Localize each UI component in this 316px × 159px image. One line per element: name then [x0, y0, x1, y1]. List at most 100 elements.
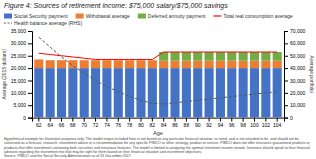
- bar: [34, 59, 43, 60]
- tick-label: 104: [273, 122, 282, 128]
- x-axis-title: Age: [153, 130, 163, 136]
- bar: [57, 68, 66, 117]
- bar: [159, 52, 168, 61]
- tick-label: 78: [127, 122, 133, 128]
- tick: 86: [172, 118, 178, 129]
- tick-mark: [254, 118, 255, 122]
- tick-label: 10,000: [290, 102, 306, 108]
- y-axis-title: Average (2015 dollars): [1, 49, 7, 100]
- tick-label: 76: [115, 122, 121, 128]
- tick: 74: [104, 118, 110, 129]
- tick-mark: [129, 118, 130, 122]
- tick-mark: [284, 80, 288, 81]
- tick: 30,000: [284, 78, 306, 84]
- tick: 78: [127, 118, 133, 129]
- bar: [170, 61, 179, 68]
- tick: 70,000: [284, 28, 306, 34]
- tick-label: 80: [138, 122, 144, 128]
- bar: [227, 52, 236, 61]
- legend-label: Health balance average (RHS): [14, 20, 82, 26]
- tick-mark: [106, 118, 107, 122]
- tick: 0: [23, 115, 32, 121]
- tick-mark: [72, 118, 73, 122]
- tick: 88: [184, 118, 190, 129]
- tick: 35,000: [11, 28, 32, 34]
- bar: [261, 61, 270, 68]
- tick: 64: [47, 118, 53, 129]
- tick: 100: [250, 118, 259, 129]
- tick-mark: [163, 118, 164, 122]
- legend-item: Deferred annuity payment: [138, 13, 206, 19]
- bar: [227, 61, 236, 68]
- x-axis: 6264666870727476788082848688909294969810…: [33, 118, 285, 129]
- tick-label: 30,000: [11, 40, 27, 46]
- tick-mark: [28, 105, 32, 106]
- tick-label: 86: [172, 122, 178, 128]
- bar: [34, 59, 43, 68]
- tick-label: 35,000: [11, 28, 27, 34]
- tick-mark: [277, 118, 278, 122]
- tick-label: 88: [184, 122, 190, 128]
- tick: 66: [59, 118, 65, 129]
- legend-swatch: [4, 22, 12, 23]
- legend-label: Withdrawal average: [86, 13, 130, 19]
- tick-label: 0: [290, 115, 293, 121]
- bar: [205, 61, 214, 68]
- bar: [250, 61, 259, 68]
- bar: [114, 60, 123, 68]
- tick-label: 30,000: [290, 78, 306, 84]
- tick: 92: [206, 118, 212, 129]
- tick-label: 15,000: [11, 78, 27, 84]
- tick: 15,000: [11, 78, 32, 84]
- tick-label: 74: [104, 122, 110, 128]
- bar: [216, 52, 225, 61]
- tick: 20,000: [11, 65, 32, 71]
- y2-axis: 010,00020,00030,00040,00050,00060,00070,…: [284, 28, 306, 121]
- bar: [125, 60, 134, 68]
- bar: [125, 68, 134, 117]
- chart: Figure 4: Sources of retirement income: …: [0, 0, 316, 159]
- bar: [102, 68, 111, 117]
- tick-label: 60,000: [290, 40, 306, 46]
- tick-label: 84: [161, 122, 167, 128]
- bar: [80, 60, 89, 68]
- tick: 10,000: [11, 90, 32, 96]
- tick-label: 102: [262, 122, 271, 128]
- tick-mark: [284, 31, 288, 32]
- tick: 72: [93, 118, 99, 129]
- tick-mark: [28, 68, 32, 69]
- bar: [182, 68, 191, 117]
- legend-item: Health balance average (RHS): [4, 20, 82, 26]
- tick-label: 100: [250, 122, 259, 128]
- bar: [273, 68, 282, 117]
- bar: [136, 60, 145, 68]
- tick: 70: [81, 118, 87, 129]
- bar: [68, 60, 77, 61]
- legend: Social Security paymentWithdrawal averag…: [4, 13, 293, 26]
- tick-mark: [95, 118, 96, 122]
- bar: [205, 68, 214, 117]
- bar: [170, 68, 179, 117]
- line: [39, 37, 277, 104]
- legend-label: Deferred annuity payment: [148, 13, 206, 19]
- bar: [136, 68, 145, 117]
- tick: 94: [218, 118, 224, 129]
- tick: 10,000: [284, 102, 306, 108]
- tick-label: 40,000: [290, 65, 306, 71]
- marks: [34, 37, 281, 117]
- axis-domain: [33, 118, 285, 122]
- tick-label: 70,000: [290, 28, 306, 34]
- bar: [182, 52, 191, 61]
- legend-item: Withdrawal average: [76, 13, 130, 19]
- tick-mark: [284, 56, 288, 57]
- tick-mark: [152, 118, 153, 122]
- y-axis: 05,00010,00015,00020,00025,00030,00035,0…: [11, 28, 33, 121]
- legend-item: Total real consumption average: [213, 13, 293, 19]
- tick-mark: [38, 118, 39, 122]
- tick-mark: [186, 118, 187, 122]
- tick: 62: [36, 118, 42, 129]
- legend-swatch: [4, 14, 12, 19]
- tick-label: 10,000: [11, 90, 27, 96]
- tick-mark: [284, 43, 288, 44]
- bar: [91, 60, 100, 68]
